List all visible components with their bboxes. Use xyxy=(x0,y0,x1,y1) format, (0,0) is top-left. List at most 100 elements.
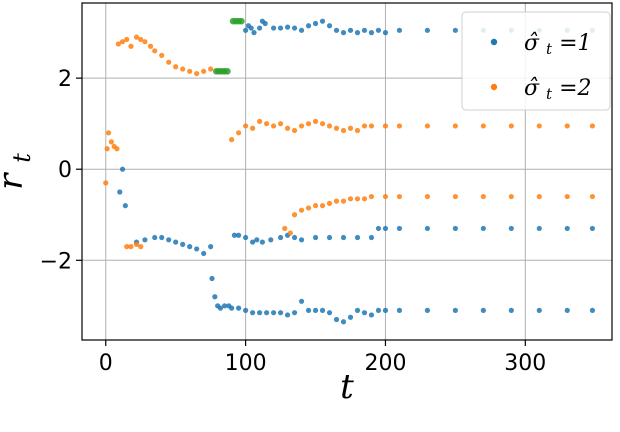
data-point-series-1 xyxy=(396,307,403,313)
data-point-series-1 xyxy=(208,244,214,250)
legend-marker-series-2 xyxy=(490,83,498,91)
data-point-series-1 xyxy=(312,20,319,27)
data-point-series-2 xyxy=(152,48,158,54)
data-point-series-1 xyxy=(452,307,458,313)
data-point-series-1 xyxy=(424,27,431,33)
data-point-series-1 xyxy=(212,294,218,300)
data-point-series-2 xyxy=(368,193,375,200)
data-point-series-2 xyxy=(319,203,326,209)
data-point-series-2 xyxy=(119,39,126,45)
data-point-series-1 xyxy=(217,305,224,311)
x-tick-label: 100 xyxy=(225,351,267,376)
data-point-series-1 xyxy=(201,250,207,257)
axes xyxy=(81,2,613,341)
data-point-series-2 xyxy=(287,230,293,236)
data-point-series-1 xyxy=(194,246,200,252)
data-point-series-1 xyxy=(284,24,291,30)
data-point-series-2 xyxy=(187,68,193,74)
data-point-series-2 xyxy=(536,193,542,200)
data-point-series-1 xyxy=(536,225,542,232)
svg-text:r t: r t xyxy=(0,153,36,190)
data-point-series-2 xyxy=(305,121,312,127)
data-point-series-2 xyxy=(282,225,288,232)
data-point-series-1 xyxy=(452,27,458,33)
data-point-series-2 xyxy=(589,123,596,129)
data-point-series-2 xyxy=(326,200,333,206)
data-point-series-2 xyxy=(508,123,514,129)
data-point-series-2 xyxy=(180,66,186,72)
data-point-series-1 xyxy=(243,307,249,313)
data-point-series-1 xyxy=(270,310,277,316)
data-point-series-1 xyxy=(564,225,570,232)
data-point-series-1 xyxy=(254,237,260,243)
data-point-series-1 xyxy=(589,225,596,232)
data-point-series-2 xyxy=(103,180,109,186)
data-point-series-1 xyxy=(340,319,347,325)
data-point-series-2 xyxy=(284,125,291,131)
tick-marks xyxy=(76,77,526,346)
data-point-series-1 xyxy=(119,166,126,172)
data-point-series-1 xyxy=(173,239,179,245)
x-tick-label: 300 xyxy=(504,351,546,376)
legend-box xyxy=(461,11,611,111)
data-point-series-1 xyxy=(250,239,256,245)
data-point-series-1 xyxy=(152,234,158,241)
legend-label-series-2: σ̂ t =2 xyxy=(524,76,592,105)
data-point-series-1 xyxy=(187,244,193,250)
data-point-series-1 xyxy=(180,241,186,247)
data-point-series-1 xyxy=(347,27,354,33)
data-point-series-2 xyxy=(589,193,596,200)
data-point-series-1 xyxy=(354,234,361,241)
data-point-series-1 xyxy=(589,307,596,313)
data-point-series-1 xyxy=(277,234,284,241)
data-point-series-1 xyxy=(257,310,263,316)
data-point-series-1 xyxy=(268,237,274,243)
data-point-series-1 xyxy=(354,29,361,36)
data-point-series-2 xyxy=(124,244,130,250)
data-point-series-2 xyxy=(257,118,263,125)
data-point-series-2 xyxy=(424,123,431,129)
tick-labels: 0 100 200 300 −2 0 2 xyxy=(40,67,547,376)
data-point-series-1 xyxy=(142,237,148,243)
data-point-series-1 xyxy=(347,314,354,320)
data-point-series-1 xyxy=(243,234,249,241)
data-point-series-1 xyxy=(250,310,256,316)
data-point-series-1 xyxy=(305,23,312,29)
data-point-series-2 xyxy=(424,193,431,200)
data-point-series-2 xyxy=(319,121,326,127)
data-point-series-2 xyxy=(173,64,179,70)
data-point-series-1 xyxy=(209,275,215,282)
data-point-series-1 xyxy=(259,239,265,245)
data-point-series-1 xyxy=(361,310,368,316)
data-point-series-1 xyxy=(340,234,347,241)
data-point-series-2 xyxy=(396,193,403,200)
data-point-series-2 xyxy=(452,193,458,200)
data-point-series-2 xyxy=(480,123,486,129)
data-point-series-1 xyxy=(166,237,172,243)
data-point-series-2 xyxy=(382,123,389,129)
y-axis-label-subscript: t xyxy=(8,153,36,163)
data-point-series-1 xyxy=(257,25,263,31)
data-point-series-1 xyxy=(382,225,389,232)
data-point-series-1 xyxy=(236,305,242,311)
data-point-series-2 xyxy=(208,66,214,72)
data-point-series-2 xyxy=(368,123,375,129)
data-points xyxy=(103,17,596,325)
data-point-series-2 xyxy=(291,127,298,134)
y-tick-label: 2 xyxy=(58,67,72,92)
legend-marker-series-1 xyxy=(490,38,498,46)
data-point-series-1 xyxy=(262,20,268,27)
data-point-series-1 xyxy=(333,316,340,323)
data-point-series-1 xyxy=(236,232,242,238)
data-point-series-2 xyxy=(229,137,235,143)
data-point-series-2 xyxy=(243,123,249,129)
data-point-series-1 xyxy=(354,307,361,313)
data-point-series-2 xyxy=(361,123,368,129)
data-point-series-2 xyxy=(108,139,114,145)
data-point-series-2 xyxy=(298,207,305,213)
data-point-series-1 xyxy=(368,29,375,36)
data-point-series-2 xyxy=(347,196,354,202)
data-point-series-1 xyxy=(231,232,238,238)
data-point-series-1 xyxy=(284,312,291,318)
data-point-series-2 xyxy=(326,123,333,129)
